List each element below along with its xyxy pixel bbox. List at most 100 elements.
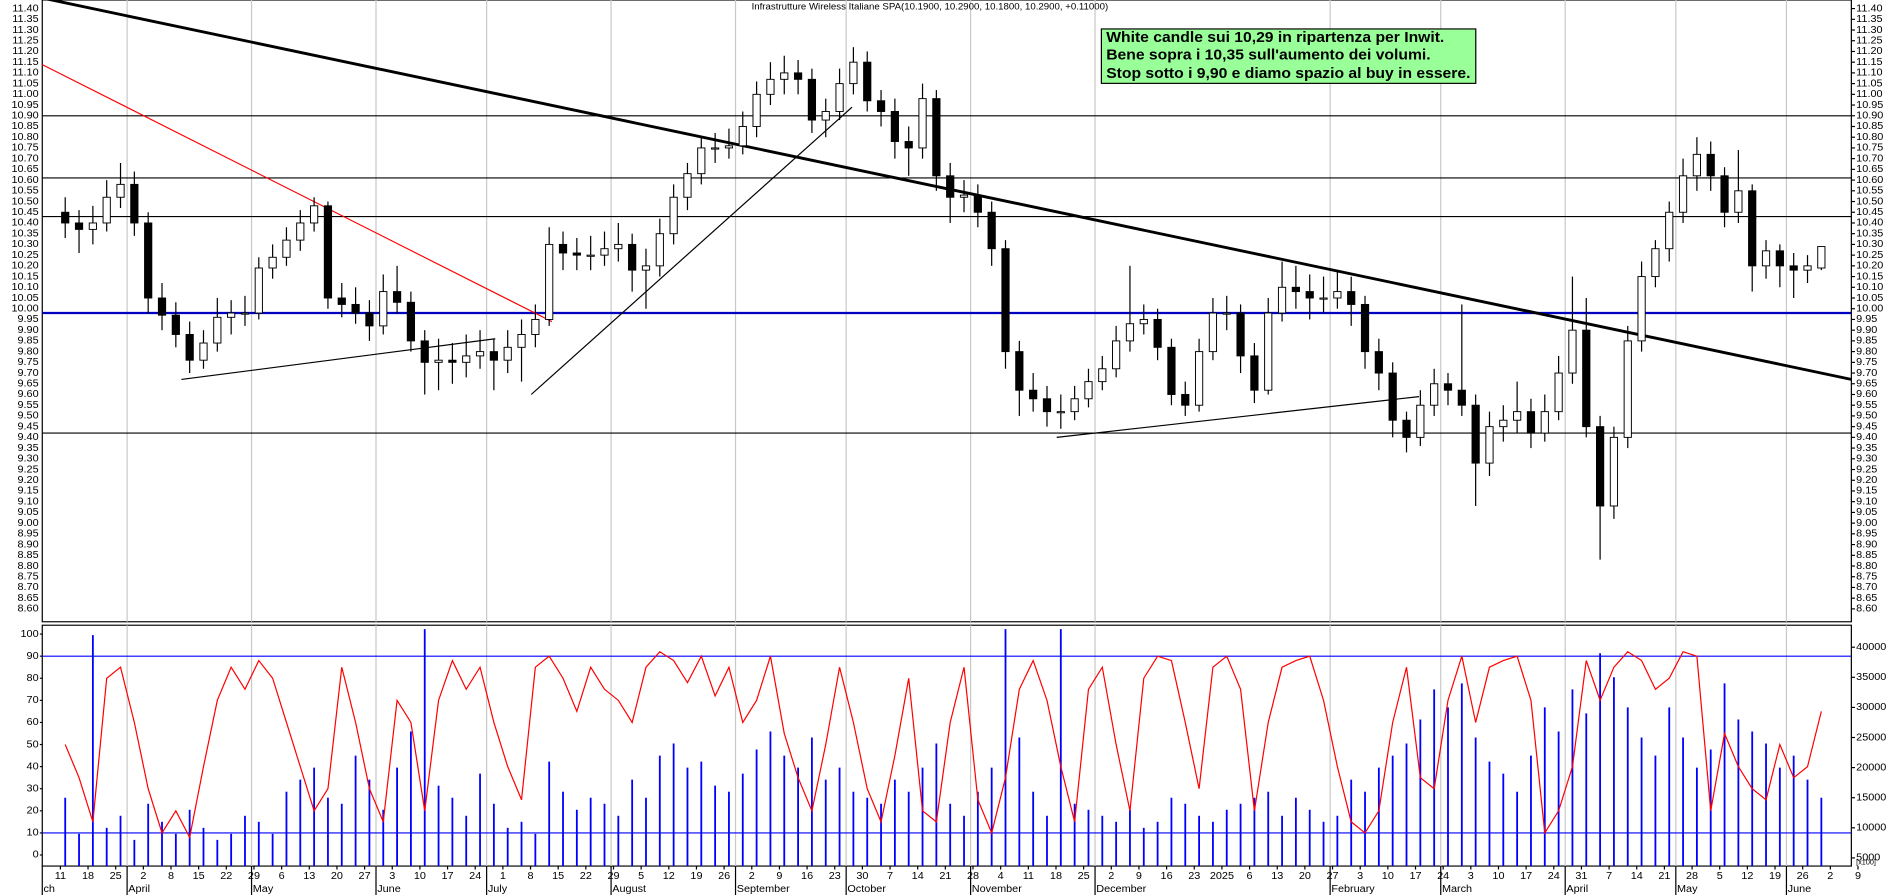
x-tick-label: 13 <box>1271 870 1283 882</box>
y-tick-label-right: 11.40 <box>1856 3 1882 15</box>
candle-body <box>1775 250 1784 267</box>
candle-body <box>406 301 416 342</box>
candle-body <box>1734 190 1743 213</box>
candle-body <box>1485 426 1494 464</box>
y-tick-label-right: 8.90 <box>1856 539 1877 551</box>
y-tick-label: 9.55 <box>18 399 39 411</box>
y-tick-label: 9.80 <box>18 346 39 358</box>
candle-body <box>171 314 180 335</box>
x-tick-label: 10 <box>1492 870 1504 882</box>
month-label: June <box>1788 883 1812 895</box>
candle-body <box>1665 211 1674 250</box>
y-tick-label: 9.50 <box>18 410 39 422</box>
candle-body <box>1181 394 1190 406</box>
candle-body <box>61 211 70 224</box>
y-tick-label: 9.40 <box>18 431 39 443</box>
candle-body <box>876 100 886 112</box>
y-tick-label: 8.60 <box>18 603 39 615</box>
candle-body <box>1056 411 1065 414</box>
trendline <box>530 106 853 395</box>
x-tick-label: 7 <box>1606 870 1612 882</box>
candle-body <box>932 98 941 177</box>
x-tick-label: 17 <box>442 870 454 882</box>
x-tick-label: 18 <box>82 870 94 882</box>
candle-body <box>462 355 471 363</box>
y-tick-label-right: 10.70 <box>1856 153 1883 165</box>
y-tick-label-right: 9.50 <box>1856 410 1877 422</box>
month-label: April <box>1566 883 1588 895</box>
candle-body <box>1748 190 1757 267</box>
x-tick-label: 21 <box>939 870 951 882</box>
y-tick-label-right: 9.85 <box>1856 335 1877 347</box>
x-tick-label: 30 <box>856 870 868 882</box>
candle-body <box>1277 286 1287 314</box>
month-label: March <box>1442 883 1472 895</box>
candle-body <box>144 222 153 299</box>
y-tick-label: 9.60 <box>18 388 39 400</box>
y-tick-label-right: 11.05 <box>1856 78 1882 90</box>
y-tick-label: 10.40 <box>11 217 38 229</box>
y-tick-label: 9.70 <box>18 367 39 379</box>
osc-tick-label: 50 <box>27 738 39 750</box>
candle-body <box>1623 340 1632 438</box>
candle-body <box>669 196 678 235</box>
y-tick-label-right: 10.00 <box>1856 303 1883 315</box>
candle-body <box>641 265 651 271</box>
candle-body <box>683 173 692 198</box>
x-tick-label: 4 <box>998 870 1004 882</box>
y-tick-label: 8.85 <box>18 549 39 561</box>
candle-body <box>946 175 955 198</box>
y-tick-label: 10.20 <box>11 260 38 272</box>
oscillator-panel <box>41 624 1852 867</box>
x-tick-label: 2 <box>749 870 755 882</box>
x-tick-label: 12 <box>1741 870 1753 882</box>
candle-body <box>157 297 167 316</box>
candle-body <box>1042 398 1052 413</box>
osc-tick-label: 40 <box>27 761 39 773</box>
y-tick-label: 9.95 <box>18 313 39 325</box>
x-tick-label: 6 <box>279 870 285 882</box>
y-tick-label: 11.30 <box>12 24 38 36</box>
trendline <box>181 338 496 381</box>
x-tick-label: 24 <box>469 870 481 882</box>
x-tick-label: 11 <box>1023 870 1034 882</box>
y-tick-label: 9.45 <box>18 421 39 433</box>
candle-body <box>379 291 388 327</box>
y-tick-label-right: 8.80 <box>1856 560 1877 572</box>
osc-tick-label: 30 <box>27 783 39 795</box>
candle-body <box>475 351 485 357</box>
x-tick-label: 11 <box>55 870 66 882</box>
y-tick-label-right: 9.70 <box>1856 367 1877 379</box>
y-tick-label: 9.85 <box>18 335 39 347</box>
x-tick-label: 21 <box>1658 870 1670 882</box>
candle-body <box>1568 329 1577 374</box>
y-tick-label-right: 10.80 <box>1856 131 1883 143</box>
candle-body <box>282 239 291 258</box>
x-tick-label: 15 <box>193 870 205 882</box>
candle-body <box>586 254 595 257</box>
candle-body <box>1139 318 1148 325</box>
x-tick-label: 10 <box>414 870 426 882</box>
candle-body <box>1540 411 1549 434</box>
annotation-line: Bene sopra i 10,35 sull'aumento dei volu… <box>1106 47 1430 64</box>
annotation-line: White candle sui 10,29 in ripartenza per… <box>1106 29 1444 46</box>
x-tick-label: 14 <box>1631 870 1643 882</box>
osc-tick-label: 90 <box>27 650 39 662</box>
x-tick-label: 23 <box>829 870 841 882</box>
x-tick-label: 8 <box>528 870 534 882</box>
candle-body <box>74 222 84 230</box>
y-tick-label-right: 9.05 <box>1856 506 1877 518</box>
y-tick-label: 10.25 <box>11 249 38 261</box>
x-tick-label: 28 <box>967 870 979 882</box>
y-tick-label: 10.95 <box>11 99 38 111</box>
y-tick-label-right: 10.20 <box>1856 260 1883 272</box>
oscillator-line <box>64 650 1822 840</box>
candle-body <box>600 248 609 256</box>
month-label: July <box>488 883 508 895</box>
candle-body <box>116 183 125 198</box>
volume-tick-label: 35000 <box>1856 671 1886 683</box>
candle-body <box>88 222 97 230</box>
y-tick-label: 11.05 <box>12 78 38 90</box>
volume-unit: [x100] <box>1856 859 1876 867</box>
